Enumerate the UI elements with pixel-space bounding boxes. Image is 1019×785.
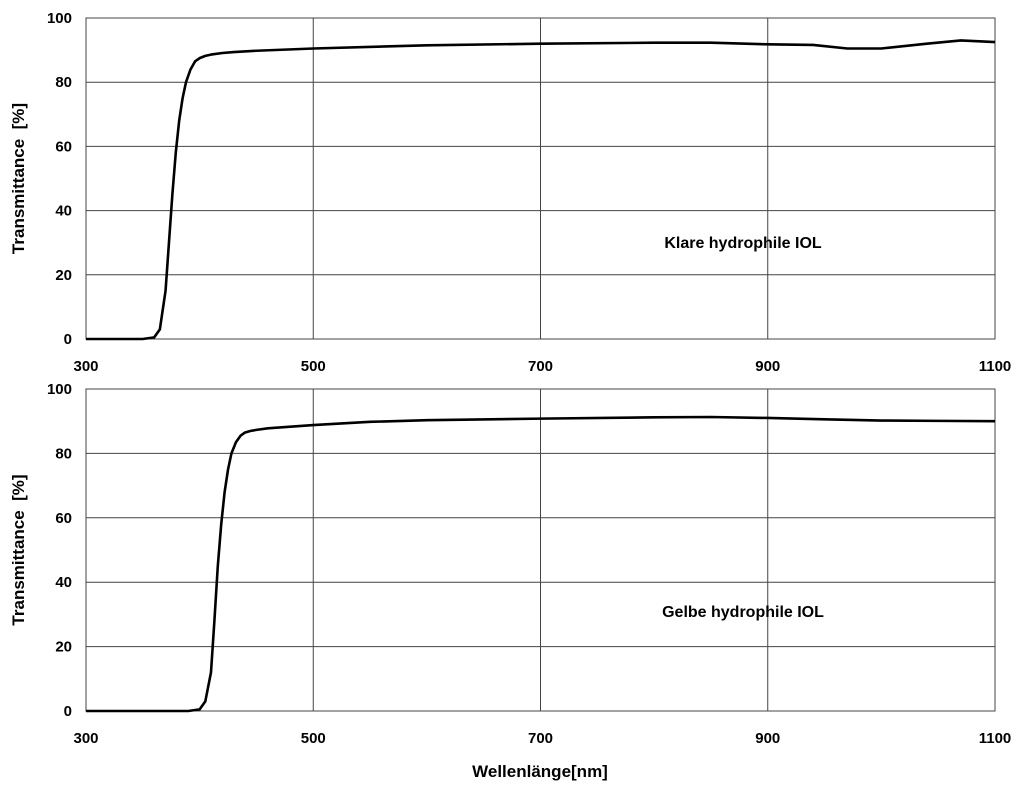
x-tick-label: 700: [528, 358, 553, 375]
x-tick-label: 500: [301, 730, 326, 747]
y-tick-label: 20: [55, 267, 72, 284]
y-tick-label: 100: [47, 10, 72, 27]
x-tick-label: 700: [528, 730, 553, 747]
x-tick-label: 1100: [979, 358, 1012, 375]
y-tick-label: 80: [55, 445, 72, 462]
y-axis-label: Transmittance [%]: [9, 103, 28, 254]
y-tick-label: 0: [64, 331, 72, 348]
x-tick-label: 900: [755, 730, 780, 747]
y-tick-label: 60: [55, 510, 72, 527]
y-tick-label: 80: [55, 74, 72, 91]
y-tick-label: 40: [55, 574, 72, 591]
y-tick-label: 20: [55, 639, 72, 656]
x-tick-label: 300: [73, 730, 98, 747]
y-tick-label: 40: [55, 203, 72, 220]
x-tick-label: 900: [755, 358, 780, 375]
series-line-0: [86, 39, 996, 341]
series-line-0: [86, 415, 996, 713]
x-tick-label: 300: [73, 358, 98, 375]
plot-frame: [85, 17, 996, 340]
y-tick-label: 100: [47, 381, 72, 398]
series-annotation: Gelbe hydrophile IOL: [662, 604, 824, 621]
y-tick-label: 0: [64, 703, 72, 720]
x-tick-label: 500: [301, 358, 326, 375]
y-tick-label: 60: [55, 138, 72, 155]
series-annotation: Klare hydrophile IOL: [664, 235, 822, 252]
plot-frame: [85, 388, 996, 712]
x-axis-label: Wellenlänge[nm]: [472, 762, 608, 781]
chart-gelbe-iol: 0 20 40 60 80 100 300 500 700 900 1100 Transmittanc…: [9, 381, 1011, 747]
x-tick-label: 1100: [979, 730, 1012, 747]
chart-klare-iol: 0 20 40 60 80 100 300 500 700 900 1100 Transmittanc…: [9, 10, 1011, 375]
y-axis-label: Transmittance [%]: [9, 474, 28, 625]
